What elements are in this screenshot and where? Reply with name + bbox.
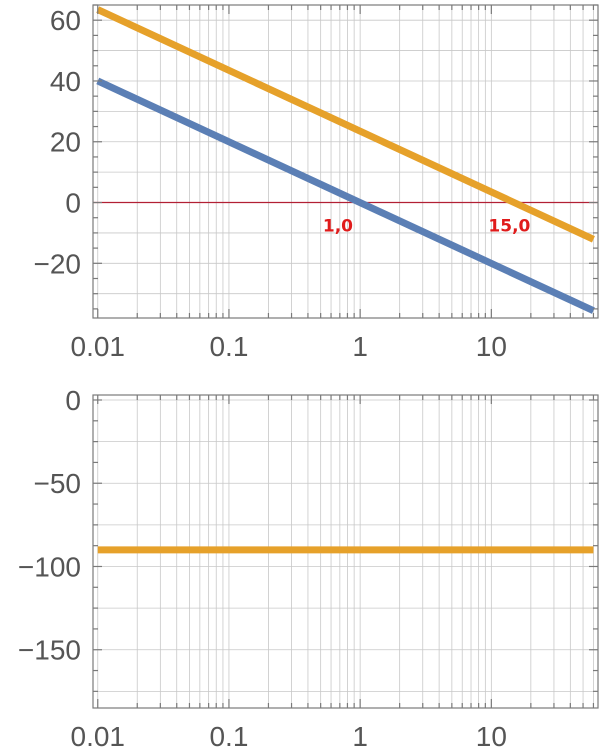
x-tick-label: 10	[476, 331, 507, 362]
series-line-1	[96, 77, 595, 314]
plot-frame	[92, 4, 599, 319]
intercept-annotation: 15,0	[488, 216, 530, 236]
x-tick-label: 0.1	[209, 331, 248, 362]
x-tick-label: 0.01	[71, 721, 126, 752]
plot-frame	[92, 394, 599, 709]
y-tick-label: −20	[34, 248, 82, 279]
x-tick-label: 1	[352, 331, 368, 362]
x-tick-label: 0.01	[71, 331, 126, 362]
y-tick-label: 0	[65, 188, 81, 219]
x-tick-label: 1	[352, 721, 368, 752]
y-tick-label: −100	[18, 551, 81, 582]
chart-panel-1: 0.01 0.1 1 10 60 40 20 0 −20 1,0 15,0	[34, 4, 599, 362]
chart-panel-2: 0.01 0.1 1 10 0 −50 −100 −150	[18, 385, 599, 752]
grid	[93, 5, 598, 318]
y-tick-label: −150	[18, 635, 81, 666]
y-tick-label: 0	[65, 385, 81, 416]
intercept-annotation: 1,0	[323, 216, 353, 236]
x-tick-label: 10	[476, 721, 507, 752]
y-tick-label: 40	[50, 66, 81, 97]
series-line-2	[96, 6, 595, 243]
y-tick-label: 60	[50, 5, 81, 36]
y-tick-label: −50	[34, 468, 82, 499]
x-tick-label: 0.1	[209, 721, 248, 752]
y-tick-label: 20	[50, 127, 81, 158]
